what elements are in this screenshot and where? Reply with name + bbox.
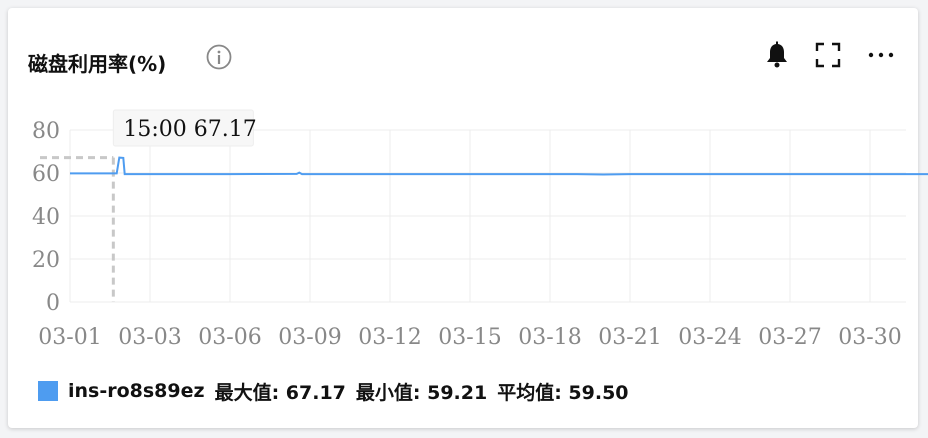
legend-max: 最大值: 67.17 — [214, 381, 346, 404]
bell-icon[interactable] — [762, 40, 792, 70]
series-line — [70, 156, 928, 176]
legend-avg: 平均值: 59.50 — [497, 381, 629, 404]
x-tick-label: 03-30 — [838, 325, 901, 350]
chart-card: 磁盘利用率(%) ins-ro8s89ez 最大值: 67.17 最小值: 59… — [8, 8, 918, 428]
x-tick-label: 03-15 — [438, 325, 501, 350]
legend: ins-ro8s89ez 最大值: 67.17 最小值: 59.21 平均值: … — [38, 376, 629, 406]
tooltip-box — [112, 109, 254, 147]
legend-min: 最小值: 59.21 — [355, 381, 488, 404]
legend-series-name: ins-ro8s89ez — [68, 380, 205, 402]
x-tick-label: 03-27 — [758, 325, 821, 350]
fullscreen-icon[interactable] — [813, 40, 843, 70]
legend-swatch — [38, 381, 58, 401]
y-tick-label: 0 — [46, 291, 60, 316]
chart-title: 磁盘利用率(%) — [28, 52, 167, 76]
x-tick-label: 03-03 — [118, 325, 181, 350]
x-tick-label: 03-06 — [198, 325, 261, 350]
tooltip-text: 15:00 67.17 — [123, 117, 256, 142]
y-tick-label: 60 — [32, 162, 60, 187]
y-tick-label: 40 — [32, 205, 60, 230]
x-tick-label: 03-21 — [598, 325, 661, 350]
x-tick-label: 03-09 — [278, 325, 341, 350]
y-tick-label: 20 — [32, 248, 60, 273]
x-tick-label: 03-24 — [678, 325, 741, 350]
x-tick-label: 03-18 — [518, 325, 581, 350]
info-circle-icon[interactable] — [206, 44, 232, 70]
x-tick-label: 03-01 — [38, 325, 101, 350]
more-icon[interactable] — [866, 40, 896, 70]
x-tick-label: 03-12 — [358, 325, 421, 350]
y-tick-label: 80 — [32, 119, 60, 144]
